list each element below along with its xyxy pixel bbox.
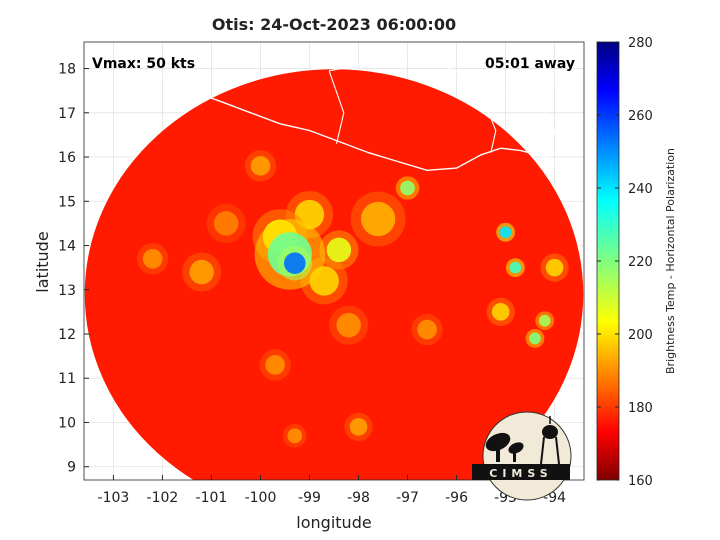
satellite-dish-icon — [485, 432, 524, 462]
x-tick-label: -99 — [298, 490, 321, 506]
colorbar-tick-label: 280 — [628, 36, 653, 51]
brightness-cell — [189, 259, 214, 285]
colorbar-tick-label: 260 — [628, 109, 653, 124]
y-tick-label: 16 — [58, 150, 76, 166]
cimss-logo: CIMSS — [472, 411, 572, 501]
state-border — [329, 45, 418, 72]
brightness-cell — [284, 252, 306, 274]
x-tick-label: -103 — [98, 490, 130, 506]
state-border — [328, 70, 345, 144]
brightness-cell — [142, 248, 163, 269]
plot-area: -103 -102 -101 -100 -99 -98 -97 -96 -95 -94 91011… — [58, 41, 585, 506]
y-tick-label: 9 — [67, 460, 76, 476]
x-axis-label: longitude — [296, 513, 371, 532]
brightness-cell — [326, 237, 352, 263]
colorbar-label: Brightness Temp - Horizontal Polarizatio… — [664, 148, 677, 374]
x-tick-label: -96 — [445, 490, 468, 506]
brightness-cell — [491, 303, 510, 321]
brightness-cell — [336, 312, 361, 338]
brightness-cell — [400, 180, 415, 196]
chart-title: Otis: 24-Oct-2023 06:00:00 — [212, 15, 456, 34]
brightness-cell — [545, 258, 564, 277]
y-tick-label: 14 — [58, 239, 76, 255]
x-tick-label: -97 — [396, 490, 419, 506]
y-axis-label: latitude — [33, 231, 52, 292]
brightness-cell — [538, 314, 551, 327]
brightness-cell — [349, 418, 368, 436]
colorbar-tick-label: 160 — [628, 474, 653, 489]
time-away-annotation: 05:01 away — [485, 56, 575, 72]
brightness-cell — [417, 319, 437, 340]
y-tick-label: 12 — [58, 327, 76, 343]
brightness-cell — [529, 332, 541, 345]
brightness-cell — [360, 201, 396, 237]
logo-text: CIMSS — [489, 467, 552, 480]
brightness-cell — [250, 156, 271, 176]
colorbar-tick-label: 220 — [628, 255, 653, 270]
x-axis-ticks: -103 -102 -101 -100 -99 -98 -97 -96 -95 -94 — [98, 475, 566, 506]
brightness-cell — [499, 226, 512, 239]
x-tick-label: -100 — [245, 490, 277, 506]
brightness-features — [136, 150, 569, 448]
brightness-cell — [265, 355, 285, 375]
state-border — [416, 45, 584, 103]
state-border — [260, 42, 330, 61]
x-tick-label: -98 — [347, 490, 370, 506]
plot-frame — [83, 41, 585, 481]
coastline — [84, 56, 584, 180]
y-tick-label: 11 — [58, 371, 76, 387]
map-outlines — [84, 42, 584, 180]
x-tick-label: -102 — [147, 490, 179, 506]
water-tower-icon — [540, 416, 560, 465]
colorbar-tick-label: 180 — [628, 401, 653, 416]
brightness-cell — [509, 261, 522, 274]
y-tick-label: 15 — [58, 194, 76, 210]
colorbar-tick-label: 200 — [628, 328, 653, 343]
vmax-annotation: Vmax: 50 kts — [92, 56, 195, 72]
state-border — [475, 81, 497, 153]
colorbar-ticks: 160 180 200 220 240 260 280 — [597, 36, 653, 489]
colorbar: 160 180 200 220 240 260 280 Brightness Temp - … — [596, 36, 677, 489]
brightness-cell — [213, 211, 239, 236]
y-tick-label: 10 — [58, 415, 76, 431]
y-axis-ticks: 9 10 11 12 13 14 15 16 17 18 — [58, 62, 89, 476]
x-tick-label: -101 — [196, 490, 228, 506]
y-tick-label: 17 — [58, 106, 76, 122]
y-tick-label: 13 — [58, 283, 76, 299]
colorbar-tick-label: 240 — [628, 182, 653, 197]
y-tick-label: 18 — [58, 62, 76, 78]
state-border — [539, 101, 556, 158]
brightness-cell — [287, 428, 303, 444]
